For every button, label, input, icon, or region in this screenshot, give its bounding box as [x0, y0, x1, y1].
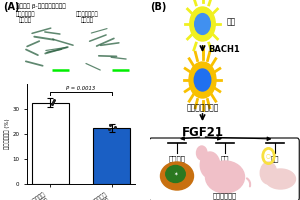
Text: 肥満: 肥満	[221, 155, 229, 162]
Ellipse shape	[166, 166, 185, 182]
Text: 老化関連形質: 老化関連形質	[213, 192, 237, 199]
Text: (B): (B)	[150, 2, 166, 12]
Bar	[32, 103, 69, 184]
Text: P = 0.0013: P = 0.0013	[66, 86, 96, 91]
Text: ○: ○	[266, 154, 271, 158]
Bar	[93, 128, 130, 184]
Text: フェロトーシス: フェロトーシス	[76, 11, 98, 17]
Text: 細胞: 細胞	[226, 18, 236, 26]
Circle shape	[196, 146, 207, 160]
Circle shape	[195, 14, 210, 34]
Ellipse shape	[160, 162, 194, 190]
Text: コントロール: コントロール	[16, 11, 35, 17]
Circle shape	[260, 162, 277, 184]
Text: 短命: 短命	[270, 155, 279, 162]
Ellipse shape	[206, 161, 244, 193]
Text: 培養上清: 培養上清	[80, 17, 94, 23]
Text: 培養上清: 培養上清	[19, 17, 32, 23]
Text: 老化関連 β-ガラクトシダーゼ: 老化関連 β-ガラクトシダーゼ	[16, 3, 66, 9]
Circle shape	[194, 69, 211, 91]
Text: FGF21: FGF21	[182, 127, 224, 140]
FancyBboxPatch shape	[149, 138, 299, 200]
Text: 細胞老化: 細胞老化	[169, 155, 185, 162]
Circle shape	[189, 62, 216, 98]
Text: (A): (A)	[3, 2, 20, 12]
Text: BACH1: BACH1	[208, 45, 240, 53]
Ellipse shape	[266, 169, 296, 189]
Circle shape	[200, 152, 220, 178]
Y-axis label: 陽性細胞割合 (%): 陽性細胞割合 (%)	[4, 119, 10, 149]
Text: フェロトーシス: フェロトーシス	[186, 104, 219, 112]
Text: ✶: ✶	[173, 171, 178, 176]
Circle shape	[190, 7, 215, 41]
